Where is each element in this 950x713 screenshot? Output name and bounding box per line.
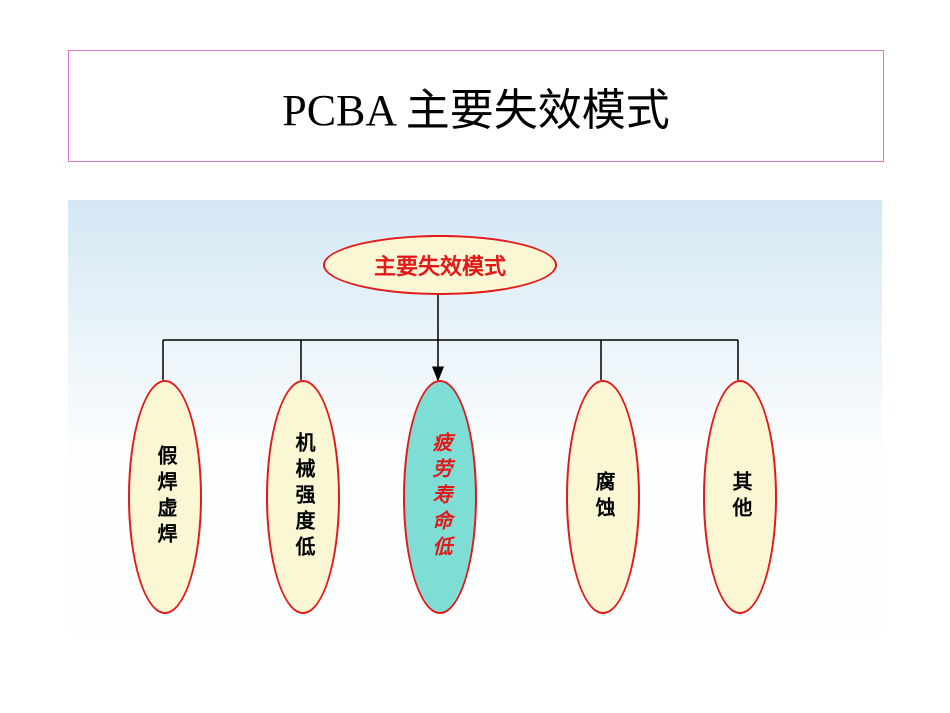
- child-label-0: 假焊虚焊: [155, 445, 175, 549]
- root-node: 主要失效模式: [323, 235, 557, 295]
- child-node-1: 机械强度低: [266, 380, 340, 614]
- child-node-0: 假焊虚焊: [128, 380, 202, 614]
- title-box: PCBA 主要失效模式: [68, 50, 884, 162]
- page-title: PCBA 主要失效模式: [282, 74, 670, 138]
- diagram-area: 主要失效模式 假焊虚焊 机械强度低 疲劳寿命低 腐蚀 其他: [68, 200, 882, 636]
- child-node-4: 其他: [703, 380, 777, 614]
- child-label-4: 其他: [730, 471, 750, 523]
- child-label-3: 腐蚀: [593, 471, 613, 523]
- child-label-1: 机械强度低: [293, 432, 313, 562]
- root-label: 主要失效模式: [374, 249, 506, 281]
- child-label-2: 疲劳寿命低: [430, 432, 450, 562]
- child-node-3: 腐蚀: [566, 380, 640, 614]
- child-node-2: 疲劳寿命低: [403, 380, 477, 614]
